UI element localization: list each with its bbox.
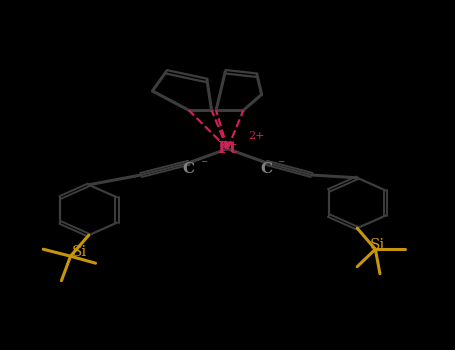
Text: Pt: Pt [217, 140, 238, 157]
Text: Si: Si [72, 245, 87, 259]
Text: 2+: 2+ [248, 131, 264, 141]
Text: ⁻: ⁻ [200, 159, 207, 173]
Text: Si: Si [370, 238, 385, 252]
Text: C: C [260, 162, 272, 176]
Text: C: C [183, 162, 195, 176]
Text: ⁻: ⁻ [277, 159, 284, 173]
